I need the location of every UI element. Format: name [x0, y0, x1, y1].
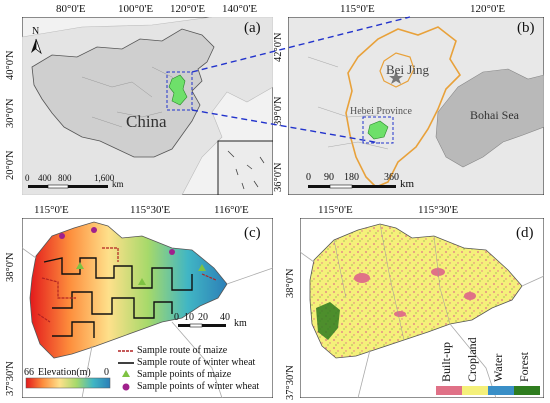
panel-c-lon-label-1: 115°30'E	[130, 204, 171, 216]
panel-a-scale-unit: km	[112, 179, 124, 189]
south-china-sea-islands	[227, 150, 265, 190]
legend-cropland-swatch	[462, 386, 488, 395]
panel-c-lat-label-1: 37°30'N	[5, 361, 16, 396]
north-arrow-icon	[31, 38, 42, 55]
panel-b-lat-label-1: 39°0'N	[273, 96, 284, 126]
south-china-sea-inset	[217, 140, 273, 195]
panel-a-lon-label-2: 120°0'E	[170, 3, 206, 15]
bohai-sea	[435, 68, 544, 168]
panel-a-map	[22, 17, 273, 195]
panel-c-scale-tick-0: 0	[174, 312, 179, 323]
panel-c-scale-tick-1: 10	[184, 312, 194, 323]
panel-a-lat-label-2: 20°0'N	[5, 150, 16, 180]
legend-wheat-point-label: Sample points of winter wheat	[137, 381, 260, 392]
winter-wheat-points	[59, 227, 175, 255]
panel-a-lon-label-1: 100°0'E	[118, 3, 154, 15]
panel-c-scale-tick-3: 40	[220, 312, 230, 323]
panel-c: (c) 0 10 20 40 km 66 Elevation(m) 0 Samp…	[22, 218, 273, 398]
panel-b-lon-label-0: 115°0'E	[340, 3, 375, 15]
legend-water-swatch	[488, 386, 514, 395]
panel-a-scale-tick-2: 800	[58, 173, 72, 183]
legend-builtup-label: Built-up	[439, 341, 453, 382]
legend-builtup-swatch	[436, 386, 462, 395]
panel-b-province-label: Hebei Province	[350, 106, 412, 117]
panel-d-lon-label-0: 115°0'E	[318, 204, 353, 216]
maize-points	[76, 262, 206, 285]
builtup-patch-4	[394, 311, 406, 317]
panel-a-scale-tick-3: 1,600	[94, 173, 115, 183]
panel-b: Bei Jing Hebei Province Bohai Sea (b) 0 …	[288, 17, 544, 195]
legend-maize-point-label: Sample points of maize	[137, 369, 232, 380]
panel-a-letter: (a)	[244, 20, 261, 36]
panel-a-scale-tick-0: 0	[25, 173, 30, 183]
builtup-patch-1	[354, 273, 370, 283]
maize-route	[37, 247, 217, 323]
panel-d-county-lines	[333, 223, 451, 341]
panel-d-rivers	[300, 251, 544, 398]
elevation-max: 66	[24, 367, 34, 378]
beijing-star-icon	[389, 71, 403, 84]
panel-c-lon-label-2: 116°0'E	[214, 204, 249, 216]
panel-b-letter: (b)	[517, 20, 535, 36]
panel-a-lon-label-0: 80°0'E	[56, 3, 86, 15]
panel-d-letter: (d)	[516, 225, 534, 241]
panel-b-scale-unit: km	[400, 178, 415, 190]
panel-d-lat-label-0: 38°0'N	[285, 268, 296, 298]
panel-a-country-label: China	[126, 112, 167, 131]
panel-a-lat-label-0: 40°0'N	[5, 50, 16, 80]
legend-wheat-point-symbol	[122, 383, 130, 391]
panel-d-map	[300, 218, 544, 398]
panel-b-scale-bar	[308, 184, 396, 189]
legend-maize-route-label: Sample route of maize	[137, 345, 228, 356]
legend-maize-point-symbol	[122, 370, 130, 377]
panel-b-lat-label-0: 42°0'N	[273, 32, 284, 62]
forest-patch	[316, 302, 340, 340]
panel-d-study-area	[309, 223, 523, 359]
panel-d: (d) Built-up Cropland Water Forest	[300, 218, 544, 398]
panel-a-north-label: N	[32, 26, 40, 37]
panel-a-study-area	[168, 74, 188, 106]
panel-c-rivers	[22, 247, 273, 398]
panel-b-scale-tick-3: 360	[384, 172, 399, 183]
panel-c-scale-bar	[178, 323, 226, 328]
builtup-patch-3	[464, 292, 476, 300]
panel-d-lon-label-1: 115°30'E	[418, 204, 459, 216]
panel-b-lat-label-2: 36°0'N	[273, 162, 284, 192]
panel-a-lat-label-1: 30°0'N	[5, 98, 16, 128]
panel-b-capital-label: Bei Jing	[386, 62, 429, 77]
panel-b-lon-label-1: 120°0'E	[470, 3, 506, 15]
panel-b-scale-tick-1: 90	[324, 172, 334, 183]
china-outline	[31, 28, 215, 158]
panel-a: N China (a) 0 400 800 1,600 km	[22, 17, 273, 195]
panel-a-scale-bar	[28, 184, 108, 189]
legend-water-label: Water	[491, 353, 505, 382]
legend-forest-label: Forest	[517, 352, 531, 382]
panel-c-scale-tick-2: 20	[198, 312, 208, 323]
panel-b-map	[288, 17, 544, 195]
panel-c-lat-label-0: 38°0'N	[5, 252, 16, 282]
elevation-gradient-bar	[25, 377, 111, 389]
panel-a-inset-box	[166, 71, 193, 111]
china-province-lines	[81, 66, 183, 128]
panel-c-letter: (c)	[244, 225, 261, 241]
panel-c-lon-label-0: 115°0'E	[34, 204, 69, 216]
panel-a-scale-tick-1: 400	[38, 173, 52, 183]
elevation-title: Elevation(m)	[38, 367, 91, 378]
panel-c-map	[22, 218, 273, 398]
panel-c-study-area	[29, 221, 228, 359]
legend-forest-swatch	[514, 386, 540, 395]
panel-b-sea-label: Bohai Sea	[470, 108, 519, 122]
panel-b-scale-tick-0: 0	[306, 172, 311, 183]
panel-d-lat-label-1: 37°30'N	[285, 365, 296, 400]
panel-b-scale-tick-2: 180	[344, 172, 359, 183]
panel-c-scale-unit: km	[234, 318, 247, 329]
winter-wheat-route	[43, 257, 193, 338]
legend-wheat-route-label: Sample route of winter wheat	[137, 357, 256, 368]
panel-a-lon-label-3: 140°0'E	[222, 3, 258, 15]
elevation-min: 0	[104, 367, 109, 378]
legend-cropland-label: Cropland	[465, 337, 479, 382]
